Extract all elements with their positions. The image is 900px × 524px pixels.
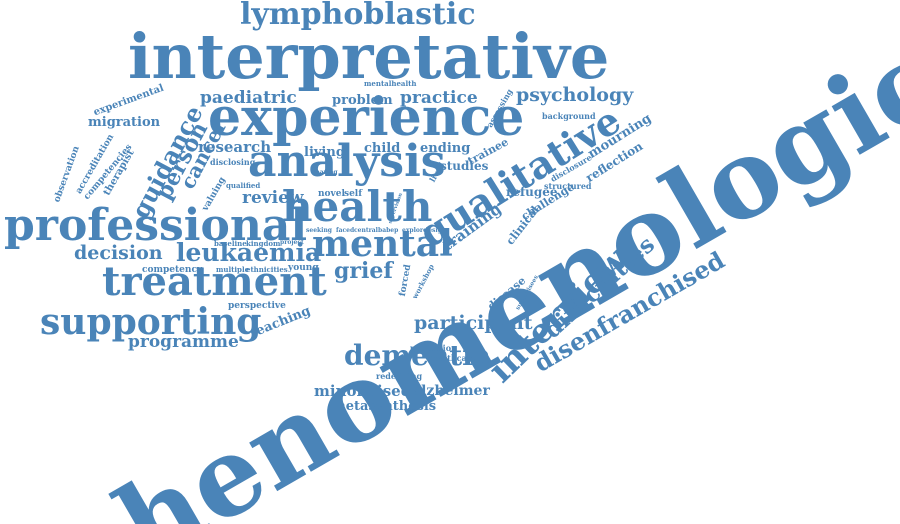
word-dementia: dementia (344, 339, 491, 372)
word-health: health (282, 182, 433, 231)
word-ethnicities: ethnicities (246, 265, 288, 274)
word-project: project (280, 239, 304, 246)
word-design: design (424, 227, 447, 234)
word-interpretative: interpretative (128, 20, 610, 93)
word-practice: practice (400, 88, 478, 108)
word-problem: problem (332, 93, 393, 108)
word-background: background (542, 111, 596, 121)
word-qualified: qualified (226, 181, 261, 190)
word-perspective: perspective (228, 301, 286, 311)
word-lymphoblastic: lymphoblastic (240, 0, 476, 32)
word-baseline: baseline (214, 239, 247, 248)
word-structured: structured (544, 181, 592, 191)
word-migration: migration (88, 115, 161, 130)
word-disclosing: disclosing (210, 157, 256, 167)
word-competency: competency (142, 265, 203, 275)
word-profession: profession (410, 343, 457, 353)
word-young: young (288, 263, 319, 273)
word-research: research (198, 138, 272, 156)
word-experience: experience (208, 87, 525, 148)
word-multiple: multiple (216, 265, 250, 274)
word-living: living (304, 145, 345, 160)
word-analysis: analysis (248, 136, 446, 187)
word-metasynthesis: metasynthesis (332, 399, 437, 414)
word-minoritised: minoritised (314, 382, 412, 400)
word-redefining: redefining (376, 371, 423, 381)
word-studies: studies (440, 159, 489, 173)
word-refugee: refugee (506, 185, 558, 199)
word-child: child (364, 141, 401, 156)
word-supporting: supporting (40, 301, 262, 343)
word-sharing: sharing (312, 169, 338, 176)
word-professional: professional (4, 200, 308, 251)
word-kingdom: kingdom (246, 239, 281, 248)
word-seeking: seeking (306, 227, 333, 234)
word-participant: participant (414, 312, 533, 334)
word-faced: faced (336, 227, 355, 234)
word-paediatric: paediatric (200, 88, 297, 108)
word-alzheimer: alzheimer (412, 383, 490, 399)
word-central: central (354, 227, 378, 234)
word-explore: explore (402, 227, 427, 234)
word-programme: programme (128, 332, 239, 352)
word-babep: babep (378, 227, 399, 234)
word-grief: grief (334, 258, 393, 284)
word-psychology: psychology (516, 84, 634, 106)
word-ending: ending (420, 141, 471, 156)
word-treatment: treatment (102, 258, 327, 305)
word-novel: novel (318, 189, 345, 199)
word-observation: observation (52, 144, 82, 204)
word-leukaemia: leukaemia (176, 238, 322, 267)
word-decision: decision (74, 242, 163, 264)
word-mental: mental (312, 223, 453, 265)
word-self: self (344, 189, 363, 199)
word-mentalhealth: mentalhealth (364, 79, 417, 88)
word-review: review (242, 188, 304, 208)
word-healthcare: healthcare (428, 353, 476, 363)
